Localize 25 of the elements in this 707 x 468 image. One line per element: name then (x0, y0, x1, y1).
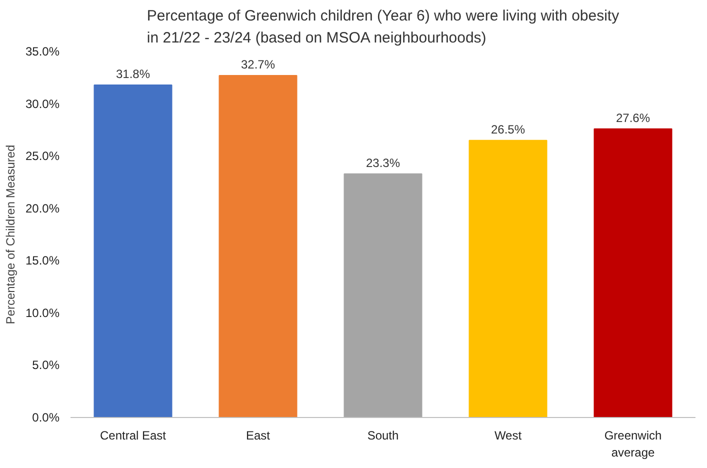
x-tick-label: Central East (100, 428, 167, 442)
y-tick-label: 0.0% (32, 410, 60, 424)
x-tick-label: West (494, 428, 522, 442)
y-tick-label: 25.0% (25, 149, 60, 164)
y-tick-label: 30.0% (25, 96, 60, 111)
y-tick-label: 15.0% (25, 254, 60, 268)
data-label: 32.7% (240, 58, 276, 72)
y-tick-label: 20.0% (25, 201, 60, 216)
y-tick-label: 35.0% (25, 44, 60, 58)
x-tick-label: Greenwich average (604, 428, 662, 460)
y-tick-label: 10.0% (25, 306, 60, 320)
bar (344, 173, 422, 418)
x-tick-label: East (246, 428, 271, 442)
bar (468, 140, 548, 418)
data-label: 27.6% (616, 110, 650, 125)
bar (218, 75, 298, 418)
x-tick-label: South (367, 428, 399, 442)
chart-title: Percentage of Greenwich children (Year 6) who were living with obesity in 21/22 - 23/24 (based on MSOA neighbourhoods) (146, 7, 620, 46)
y-axis-title: Percentage of Children Measured (3, 144, 18, 324)
data-label: 23.3% (366, 156, 400, 170)
bar (594, 128, 672, 418)
bar (94, 84, 172, 418)
y-tick-label: 5.0% (32, 358, 60, 372)
data-label: 31.8% (116, 66, 150, 81)
data-label: 26.5% (490, 122, 526, 136)
